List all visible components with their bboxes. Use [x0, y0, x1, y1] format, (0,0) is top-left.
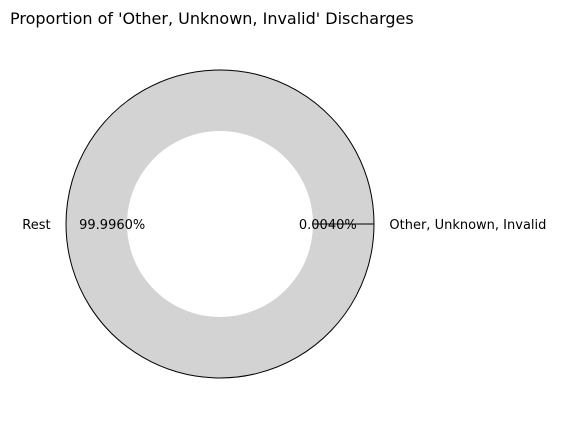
donut-hole	[127, 131, 313, 317]
slice-label-1: Rest	[22, 218, 50, 233]
slice-pct-0: 0.0040%	[299, 218, 357, 233]
labels-group: Other, Unknown, Invalid 0.0040% Rest 99.996…	[22, 218, 546, 233]
slice-label-0: Other, Unknown, Invalid	[389, 218, 546, 233]
slice-pct-1: 99.9960%	[79, 218, 145, 233]
chart-title: Proportion of 'Other, Unknown, Invalid' …	[10, 9, 414, 28]
